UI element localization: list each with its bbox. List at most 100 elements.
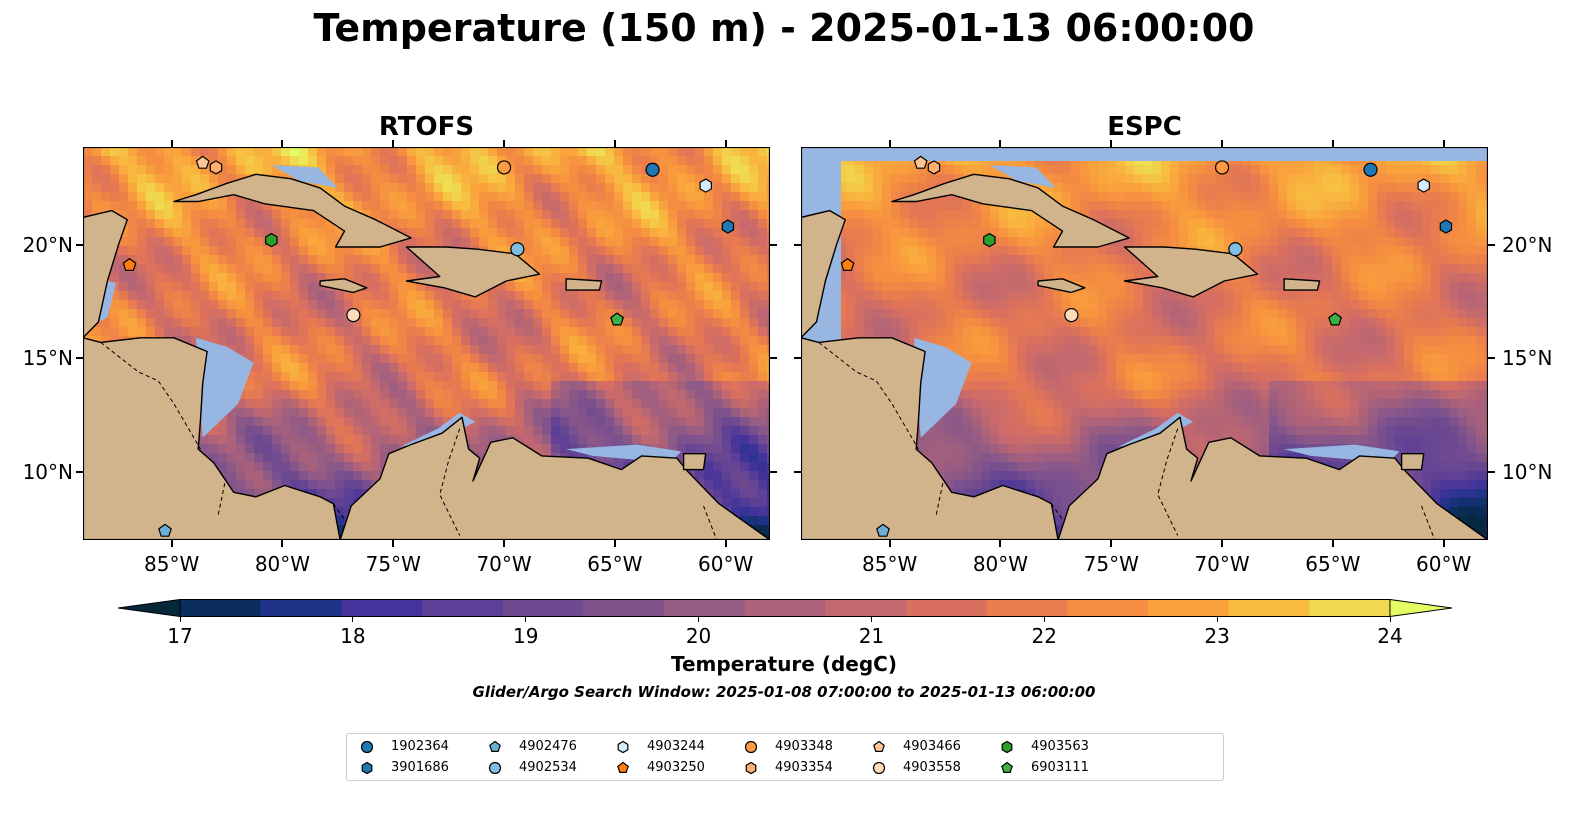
colorbar-extend-high [1389, 599, 1452, 617]
country-borders [100, 342, 718, 540]
float-markers [122, 155, 735, 537]
lon-tick [281, 540, 284, 547]
country-borders [818, 342, 1436, 540]
legend-label: 4903250 [647, 760, 705, 775]
float-marker-1902364 [645, 162, 660, 177]
legend-item-6903111: 6903111 [997, 759, 1121, 777]
lon-tick [888, 140, 891, 147]
legend-item-4903563: 4903563 [997, 738, 1121, 756]
legend-marker-6903111 [1001, 761, 1013, 773]
colorbar-tick-label: 23 [1204, 624, 1230, 648]
lat-tick [1488, 357, 1495, 360]
legend-marker-4903348 [744, 740, 758, 754]
lat-tick-label: 10°N [1502, 459, 1553, 484]
float-marker-1902364 [1363, 162, 1378, 177]
colorbar-bin [341, 599, 423, 617]
float-marker-6903111 [610, 312, 625, 326]
float-marker-4903558 [1064, 308, 1079, 323]
lat-tick [770, 243, 777, 246]
float-marker-4903250 [840, 257, 855, 272]
colorbar-bin [422, 599, 504, 617]
colorbar-bin [744, 599, 826, 617]
legend-label: 1902364 [391, 739, 449, 754]
float-marker-4903348 [496, 160, 512, 175]
lon-tick-label: 60°W [1416, 552, 1472, 576]
colorbar-tick [525, 617, 527, 622]
colorbar-tick [179, 617, 181, 622]
lon-tick [613, 140, 616, 147]
colorbar-label: Temperature (degC) [671, 652, 897, 676]
float-markers [840, 155, 1453, 537]
colorbar-bin [825, 599, 907, 617]
legend-marker-4902534 [488, 761, 502, 775]
float-marker-4902534 [510, 242, 525, 257]
float-marker-4903563 [265, 232, 278, 248]
lon-tick [999, 540, 1002, 547]
float-marker-4903354 [209, 160, 223, 175]
legend-item-4903244: 4903244 [613, 738, 737, 756]
colorbar-bin [502, 599, 584, 617]
legend-marker-4903250 [617, 761, 629, 773]
land [801, 147, 1488, 540]
lat-tick [770, 357, 777, 360]
legend-marker-1902364 [360, 740, 374, 754]
lon-tick [281, 140, 284, 147]
colorbar-tick-label: 24 [1377, 624, 1403, 648]
colorbar-bin [583, 599, 665, 617]
lon-tick-label: 70°W [1194, 552, 1250, 576]
colorbar-bin [1067, 599, 1149, 617]
colorbar-bin [180, 599, 262, 617]
colorbar-bin [1148, 599, 1230, 617]
colorbar-bin [260, 599, 342, 617]
float-marker-6903111 [1328, 312, 1343, 326]
lon-tick [1331, 140, 1334, 147]
map-frame [801, 147, 1488, 540]
panel-title-espc: ESPC [1107, 112, 1182, 142]
lat-tick [76, 243, 83, 246]
legend-label: 4903244 [647, 739, 705, 754]
lat-tick [1488, 470, 1495, 473]
float-marker-4903354 [927, 160, 941, 175]
lat-tick [794, 470, 801, 473]
espc-domain-edge [801, 147, 1488, 161]
legend-item-4902534: 4902534 [485, 759, 609, 777]
float-marker-4903244 [699, 178, 713, 193]
lon-tick [1221, 140, 1224, 147]
legend-marker-4903466 [873, 740, 885, 752]
legend-marker-4903244 [617, 740, 629, 754]
colorbar-tick [352, 617, 354, 622]
land [83, 147, 770, 540]
legend-marker-4903558 [872, 761, 886, 775]
legend-label: 4902476 [519, 739, 577, 754]
legend-label: 4903466 [903, 739, 961, 754]
rtofs-map [83, 147, 770, 540]
lat-tick-label: 10°N [22, 459, 73, 484]
colorbar-tick [1043, 617, 1045, 622]
legend-label: 4902534 [519, 760, 577, 775]
lon-tick-label: 65°W [1305, 552, 1361, 576]
float-marker-4903563 [983, 232, 996, 248]
colorbar-tick-label: 18 [340, 624, 366, 648]
legend-marker-4902476 [489, 740, 501, 752]
colorbar-tick [698, 617, 700, 622]
search-window-text: Glider/Argo Search Window: 2025-01-08 07… [472, 683, 1096, 701]
lon-tick-label: 85°W [144, 552, 200, 576]
legend-label: 4903354 [775, 760, 833, 775]
colorbar-tick [870, 617, 872, 622]
lon-tick [1221, 540, 1224, 547]
lon-tick-label: 80°W [254, 552, 311, 576]
legend-item-4903354: 4903354 [741, 759, 865, 777]
lat-tick [1488, 243, 1495, 246]
legend-label: 4903558 [903, 760, 961, 775]
colorbar-bin [906, 599, 988, 617]
colorbar-tick-label: 20 [685, 624, 712, 648]
lat-tick [76, 470, 83, 473]
legend-item-4903348: 4903348 [741, 738, 865, 756]
lon-tick [724, 140, 727, 147]
colorbar-bin [1309, 599, 1391, 617]
float-marker-3901686 [721, 219, 735, 234]
float-marker-4903466 [195, 155, 210, 169]
lat-tick-label: 15°N [22, 346, 73, 371]
lon-tick-label: 80°W [972, 552, 1029, 576]
lon-tick [170, 140, 173, 147]
